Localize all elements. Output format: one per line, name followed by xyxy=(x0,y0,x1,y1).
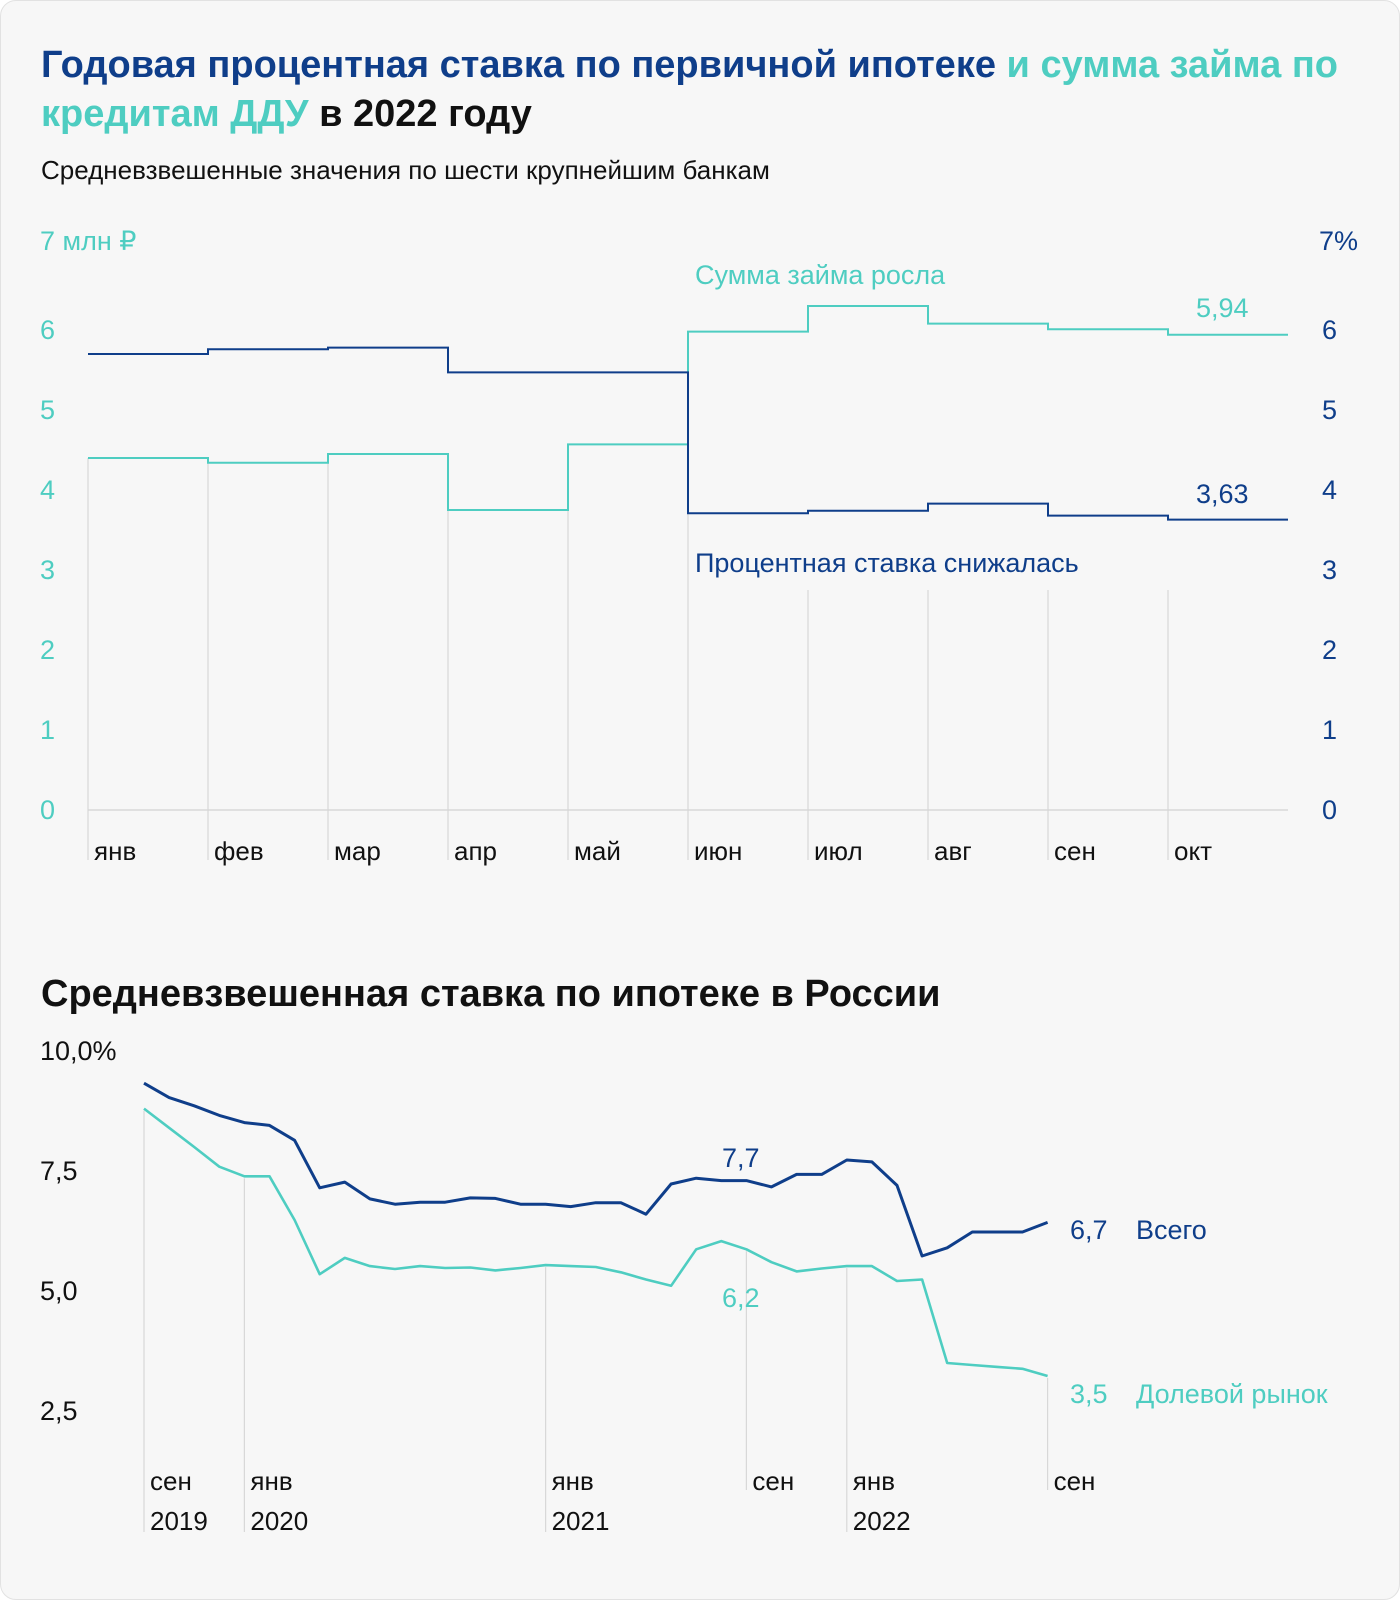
x-tick-label: фев xyxy=(214,836,264,866)
x-tick-month: янв xyxy=(250,1466,292,1496)
left-y-tick-label: 4 xyxy=(40,475,55,505)
y-tick-label: 5,0 xyxy=(40,1276,78,1306)
chart1-title: Годовая процентная ставка по первичной и… xyxy=(41,41,1341,139)
x-tick-label: июл xyxy=(814,836,863,866)
x-tick-month: янв xyxy=(552,1466,594,1496)
annotation-rate-fell: Процентная ставка снижалась xyxy=(695,548,1079,578)
left-y-tick-label: 3 xyxy=(40,555,55,585)
left-y-tick-label: 1 xyxy=(40,715,55,745)
x-tick-year: 2021 xyxy=(552,1506,610,1536)
right-axis-unit-label: 7% xyxy=(1319,226,1358,256)
chart1-title-navy: Годовая процентная ставка по первичной и… xyxy=(41,44,996,86)
right-y-tick-label: 0 xyxy=(1322,795,1337,825)
shared-value-label: 3,5 xyxy=(1070,1379,1108,1409)
right-y-tick-label: 1 xyxy=(1322,715,1337,745)
left-y-tick-label: 2 xyxy=(40,635,55,665)
x-tick-label: июн xyxy=(694,836,742,866)
total-series-name: Всего xyxy=(1136,1215,1207,1245)
chart1-title-teal: и сумма займа по кредитам ДДУ xyxy=(41,44,1338,135)
right-y-tick-label: 4 xyxy=(1322,475,1337,505)
right-y-tick-label: 3 xyxy=(1322,555,1337,585)
y-tick-label: 7,5 xyxy=(40,1156,78,1186)
x-tick-year: 2022 xyxy=(853,1506,911,1536)
chart1-svg: янв фев мар апр май июн июл авг сен окт 0 1 2 3 4 5 6 0 1 2… xyxy=(40,226,1358,866)
x-tick-label: апр xyxy=(454,836,497,866)
left-y-tick-label: 5 xyxy=(40,395,55,425)
x-tick-month: сен xyxy=(1054,1466,1096,1496)
right-y-tick-label: 6 xyxy=(1322,315,1337,345)
y-tick-label: 2,5 xyxy=(40,1396,78,1426)
x-tick-label: янв xyxy=(94,836,136,866)
peak-total-label: 7,7 xyxy=(722,1143,760,1173)
left-y-tick-label: 0 xyxy=(40,795,55,825)
total-value-label: 6,7 xyxy=(1070,1215,1108,1245)
last-rate-label: 3,63 xyxy=(1196,479,1249,509)
x-tick-month: сен xyxy=(752,1466,794,1496)
y-tick-label: 10,0% xyxy=(40,1036,117,1066)
right-y-tick-label: 2 xyxy=(1322,635,1337,665)
chart2-title: Средневзвешенная ставка по ипотеке в Рос… xyxy=(41,973,941,1015)
x-tick-label: май xyxy=(574,836,621,866)
chart1-subtitle: Средневзвешенные значения по шести крупн… xyxy=(41,155,770,185)
x-tick-label: сен xyxy=(1054,836,1096,866)
series-total-line xyxy=(143,1081,1049,1258)
shared-series-name: Долевой рынок xyxy=(1136,1379,1328,1409)
x-tick-label: мар xyxy=(334,836,381,866)
peak-shared-label: 6,2 xyxy=(722,1283,760,1313)
left-y-tick-label: 6 xyxy=(40,315,55,345)
left-axis-unit-label: 7 млн ₽ xyxy=(40,226,136,256)
x-tick-label: авг xyxy=(934,836,972,866)
chart1-title-black: в 2022 году xyxy=(308,93,532,135)
series-interest-rate-line xyxy=(88,346,1288,521)
x-tick-year: 2020 xyxy=(250,1506,308,1536)
x-tick-month: янв xyxy=(853,1466,895,1496)
x-tick-year: 2019 xyxy=(150,1506,208,1536)
x-tick-label: окт xyxy=(1174,836,1212,866)
right-y-tick-label: 5 xyxy=(1322,395,1337,425)
annotation-sum-grew: Сумма займа росла xyxy=(695,260,946,290)
x-tick-month: сен xyxy=(150,1466,192,1496)
series-shared-market-line xyxy=(143,1107,1048,1378)
last-sum-label: 5,94 xyxy=(1196,293,1249,323)
